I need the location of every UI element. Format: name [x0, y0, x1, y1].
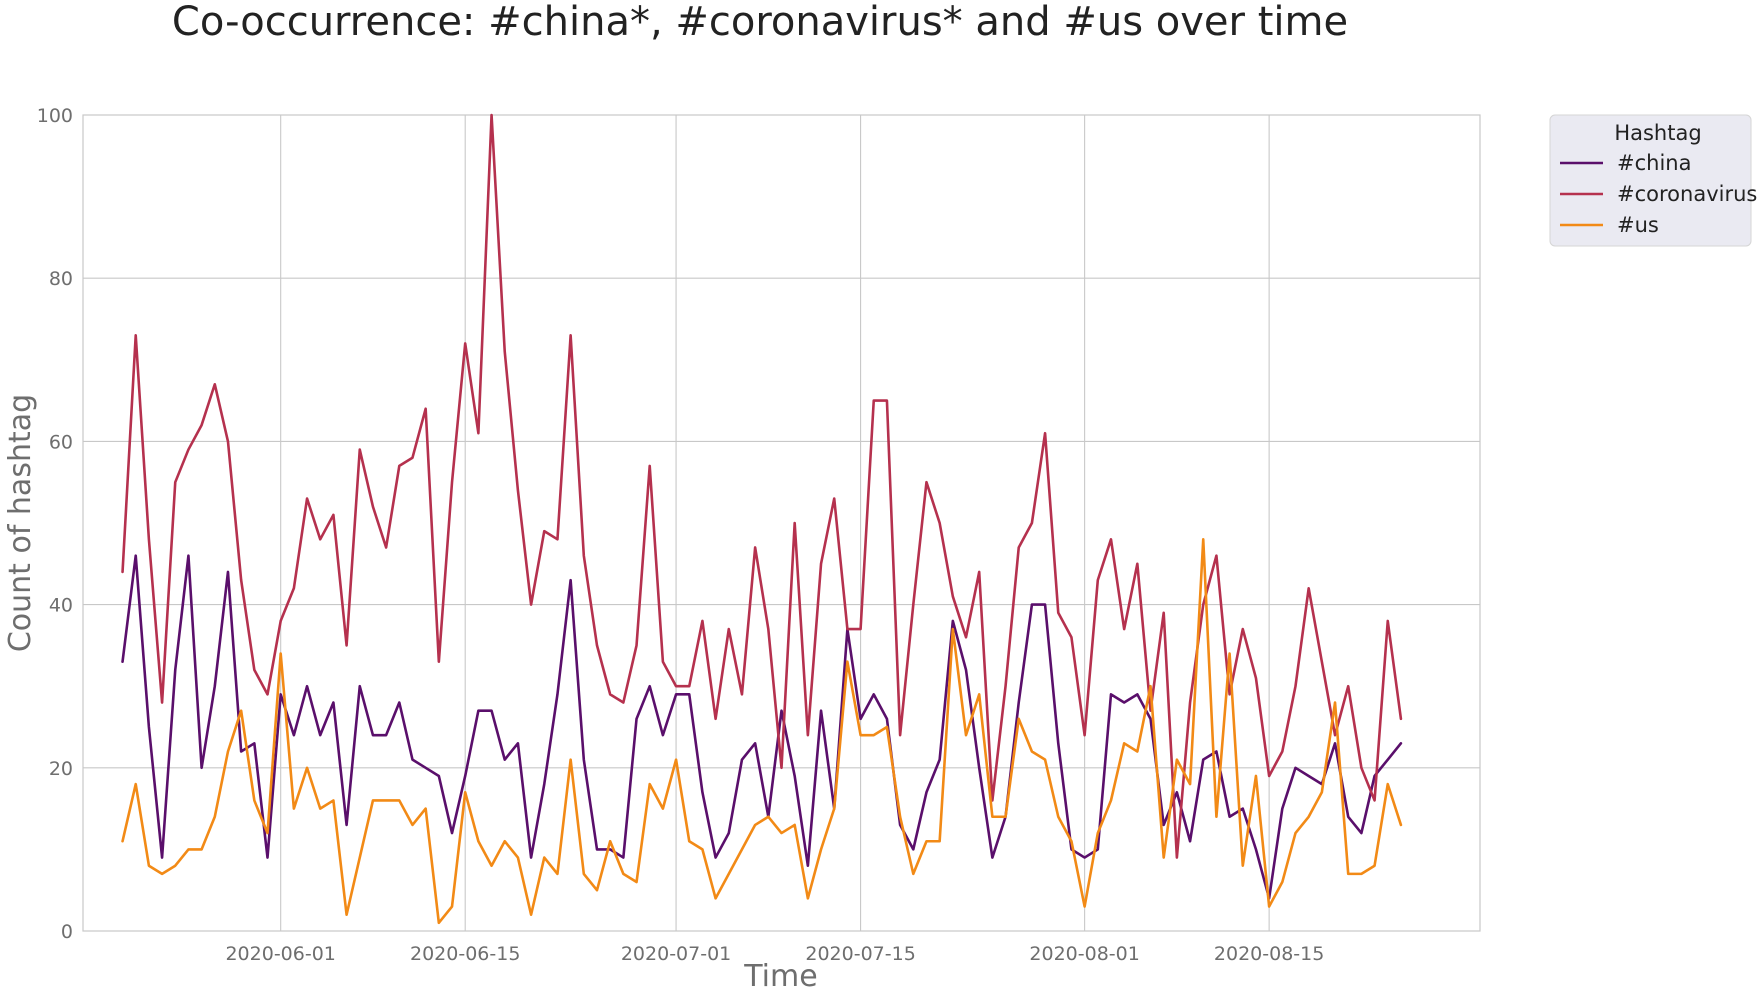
legend-title: Hashtag: [1614, 121, 1701, 145]
x-tick-label: 2020-08-01: [1029, 943, 1139, 965]
series-line-coronavirus: [121, 113, 1403, 859]
legend: Hashtag #china #coronavirus #us: [1549, 114, 1757, 247]
grid-lines: [83, 114, 1480, 932]
x-tick-label: 2020-08-15: [1214, 943, 1324, 965]
y-tick-label: 60: [49, 431, 73, 453]
legend-label: #us: [1617, 213, 1659, 237]
legend-box: [1549, 114, 1752, 247]
y-axis-label: Count of hashtag: [3, 394, 38, 652]
x-tick-label: 2020-06-15: [410, 943, 520, 965]
plot-frame: [82, 114, 1481, 932]
x-tick-label: 2020-07-01: [621, 943, 731, 965]
y-tick-label: 100: [37, 105, 73, 127]
x-tick-label: 2020-07-15: [805, 943, 915, 965]
tick-labels: 0 20 40 60 80 100 2020-06-01 2020-06-15 2020-07-…: [37, 105, 1325, 965]
legend-label: #coronavirus: [1617, 182, 1757, 206]
y-tick-label: 0: [61, 921, 73, 943]
legend-items: #china #coronavirus #us: [1560, 151, 1757, 237]
series-line-us: [121, 538, 1403, 925]
x-tick-label: 2020-06-01: [225, 943, 335, 965]
legend-label: #china: [1617, 151, 1691, 175]
y-tick-label: 40: [49, 595, 73, 617]
y-tick-label: 20: [49, 758, 73, 780]
x-axis-label: Time: [743, 959, 817, 994]
series-line-china: [121, 554, 1403, 900]
series-lines: [121, 113, 1403, 925]
y-tick-label: 80: [49, 268, 73, 290]
chart-title: Co-occurrence: #china*, #coronavirus* an…: [172, 0, 1348, 45]
